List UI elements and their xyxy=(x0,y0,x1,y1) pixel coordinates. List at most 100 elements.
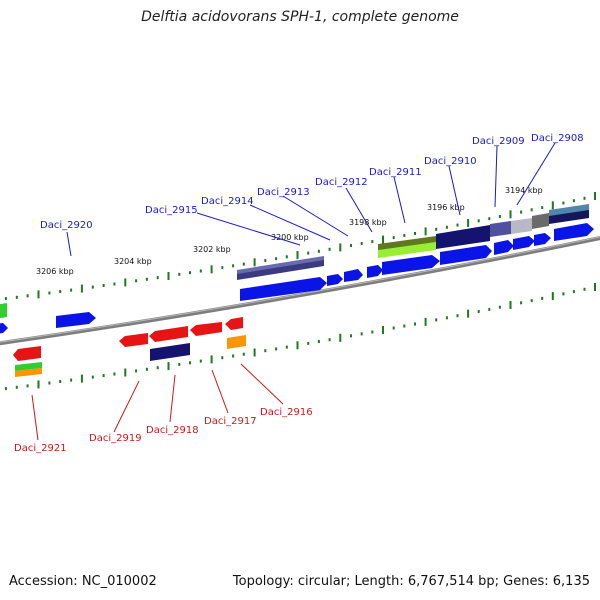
tick-mark xyxy=(210,265,213,274)
tick-mark xyxy=(91,375,94,379)
tick-mark xyxy=(275,347,278,351)
tick-mark xyxy=(59,380,62,383)
tick-mark xyxy=(477,310,480,313)
tick-mark xyxy=(594,192,596,200)
tick-mark xyxy=(210,355,213,364)
tick-mark xyxy=(37,380,40,389)
tick-track-bottom xyxy=(4,283,596,391)
tick-mark xyxy=(59,290,62,293)
tick-mark xyxy=(467,219,470,227)
tick-label: 3198 kbp xyxy=(349,218,387,227)
gene-label: Daci_2921 xyxy=(14,443,67,454)
tick-mark xyxy=(264,259,267,262)
tick-mark xyxy=(477,219,480,223)
tick-mark xyxy=(15,295,18,299)
tick-mark xyxy=(572,199,575,203)
gene-label: Daci_2909 xyxy=(472,136,525,147)
tick-mark xyxy=(456,314,459,318)
tick-mark xyxy=(414,322,416,326)
tick-mark xyxy=(551,201,554,210)
tick-mark xyxy=(48,291,51,295)
tick-track-top xyxy=(4,192,596,301)
tick-mark xyxy=(594,283,596,291)
tick-mark xyxy=(488,217,491,221)
tick-mark xyxy=(445,316,448,320)
top-connectors xyxy=(66,142,556,257)
tick-mark xyxy=(498,215,501,218)
tick-mark xyxy=(242,262,245,266)
bottom-connectors xyxy=(31,363,284,441)
tick-mark xyxy=(572,290,575,294)
tick-mark xyxy=(328,247,331,251)
tick-label: 3200 kbp xyxy=(271,233,309,242)
tick-mark xyxy=(178,362,181,366)
tick-mark xyxy=(530,299,533,303)
tick-mark xyxy=(15,385,18,389)
tick-mark xyxy=(253,348,256,357)
tick-mark xyxy=(199,359,202,363)
tick-label: 3204 kbp xyxy=(114,257,152,266)
tick-mark xyxy=(339,333,342,342)
tick-mark xyxy=(135,279,138,283)
gene-label: Daci_2912 xyxy=(315,177,368,188)
tick-mark xyxy=(307,251,310,255)
gene-label: Daci_2918 xyxy=(146,425,199,436)
tick-mark xyxy=(551,292,554,301)
tick-mark xyxy=(317,249,320,253)
tick-mark xyxy=(445,225,448,229)
tick-mark xyxy=(392,236,395,240)
tick-mark xyxy=(70,378,73,382)
tick-mark xyxy=(498,305,501,309)
tick-mark xyxy=(424,227,427,236)
tick-mark xyxy=(467,309,470,318)
genome-backbone xyxy=(0,235,600,346)
gene-label: Daci_2910 xyxy=(424,156,477,167)
tick-mark xyxy=(113,282,116,286)
tick-mark xyxy=(456,223,459,227)
feature-blocks-top xyxy=(237,204,589,280)
reverse-genes xyxy=(13,317,246,377)
tick-mark xyxy=(360,332,363,336)
gene-label: Daci_2914 xyxy=(201,196,254,207)
tick-mark xyxy=(4,297,7,301)
tick-mark xyxy=(189,271,191,275)
tick-mark xyxy=(360,242,363,245)
tick-mark xyxy=(189,361,191,365)
tick-mark xyxy=(80,284,83,293)
tick-mark xyxy=(232,354,235,358)
tick-mark xyxy=(382,235,384,244)
tick-mark xyxy=(80,374,83,383)
tick-mark xyxy=(562,201,565,205)
tick-mark xyxy=(275,257,278,261)
tick-mark xyxy=(48,381,51,385)
tick-mark xyxy=(124,368,127,377)
tick-mark xyxy=(145,277,148,281)
tick-mark xyxy=(285,255,288,259)
gene-label: Daci_2913 xyxy=(257,187,310,198)
tick-mark xyxy=(4,387,7,391)
tick-mark xyxy=(178,272,181,276)
accession-label: Accession: NC_010002 xyxy=(9,574,157,589)
tick-mark xyxy=(371,330,374,334)
gene-label: Daci_2908 xyxy=(531,133,584,144)
tick-mark xyxy=(509,210,512,219)
tick-mark xyxy=(403,324,406,328)
tick-mark xyxy=(91,285,94,289)
tick-mark xyxy=(232,264,235,268)
gene-label: Daci_2916 xyxy=(260,407,313,418)
forward-genes xyxy=(0,223,594,334)
topology-label: Topology: circular; Length: 6,767,514 bp… xyxy=(232,574,590,589)
tick-mark xyxy=(562,292,565,296)
tick-mark xyxy=(167,362,170,371)
gene-label: Daci_2920 xyxy=(40,220,93,231)
tick-mark xyxy=(509,301,512,309)
tick-mark xyxy=(435,318,438,322)
tick-mark xyxy=(382,326,384,334)
tick-mark xyxy=(102,284,105,287)
tick-label: 3194 kbp xyxy=(505,186,543,195)
tick-mark xyxy=(102,374,105,378)
gene-label: Daci_2917 xyxy=(204,416,257,427)
tick-mark xyxy=(264,349,267,353)
tick-mark xyxy=(156,276,159,280)
tick-mark xyxy=(221,356,224,360)
